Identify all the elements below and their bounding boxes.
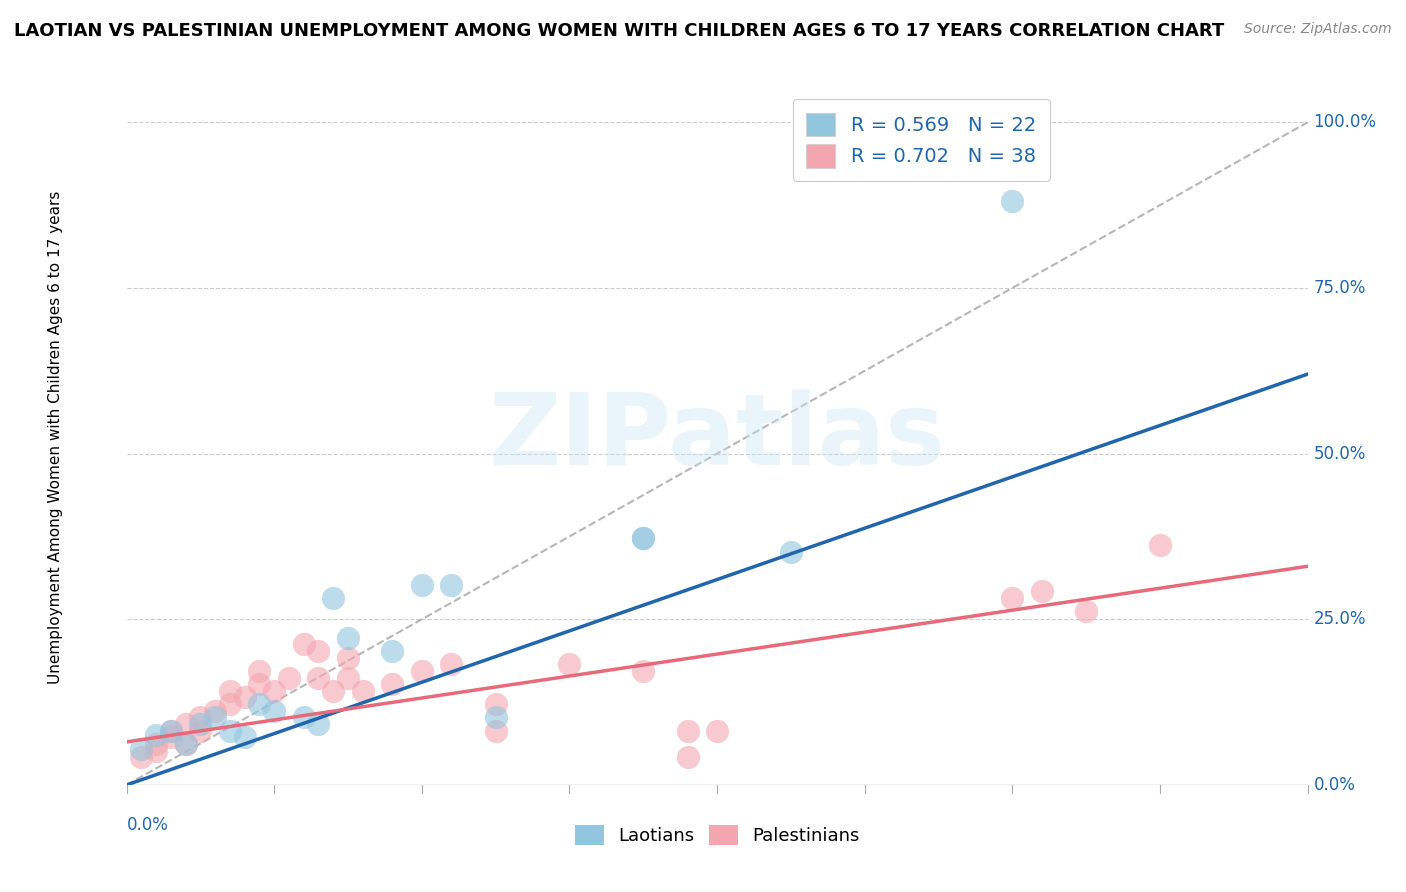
Point [145, 728, 167, 742]
Point [188, 710, 211, 724]
Point [337, 631, 360, 645]
Point [676, 750, 699, 764]
Point [204, 704, 226, 718]
Text: ZIPatlas: ZIPatlas [489, 389, 945, 485]
Point [263, 704, 285, 718]
Point [247, 664, 270, 678]
Point [411, 664, 433, 678]
Point [160, 731, 183, 745]
Point [145, 737, 167, 751]
Text: 75.0%: 75.0% [1313, 279, 1365, 297]
Point [160, 723, 183, 738]
Point [1031, 584, 1053, 599]
Point [174, 717, 197, 731]
Point [129, 741, 153, 756]
Point [1001, 194, 1024, 208]
Point [676, 723, 699, 738]
Point [633, 664, 655, 678]
Point [292, 638, 315, 652]
Point [278, 671, 301, 685]
Point [352, 684, 374, 698]
Point [1076, 604, 1098, 618]
Point [381, 677, 404, 691]
Point [188, 723, 211, 738]
Point [307, 717, 329, 731]
Text: 0.0%: 0.0% [1313, 776, 1355, 794]
Point [233, 731, 256, 745]
Text: 0.0%: 0.0% [127, 816, 169, 834]
Point [484, 697, 508, 711]
Point [219, 723, 242, 738]
Point [779, 545, 801, 559]
Point [440, 657, 463, 672]
Point [263, 684, 285, 698]
Point [204, 710, 226, 724]
Legend: Laotians, Palestinians: Laotians, Palestinians [568, 818, 866, 853]
Point [484, 710, 508, 724]
Point [292, 710, 315, 724]
Text: LAOTIAN VS PALESTINIAN UNEMPLOYMENT AMONG WOMEN WITH CHILDREN AGES 6 TO 17 YEARS: LAOTIAN VS PALESTINIAN UNEMPLOYMENT AMON… [14, 22, 1225, 40]
Point [322, 591, 344, 606]
Point [247, 677, 270, 691]
Point [337, 650, 360, 665]
Point [337, 671, 360, 685]
Point [440, 578, 463, 592]
Text: Source: ZipAtlas.com: Source: ZipAtlas.com [1244, 22, 1392, 37]
Point [219, 697, 242, 711]
Point [1001, 591, 1024, 606]
Point [188, 717, 211, 731]
Text: 25.0%: 25.0% [1313, 610, 1367, 628]
Text: Unemployment Among Women with Children Ages 6 to 17 years: Unemployment Among Women with Children A… [48, 190, 63, 684]
Point [558, 657, 581, 672]
Text: 50.0%: 50.0% [1313, 444, 1365, 463]
Point [233, 690, 256, 705]
Point [484, 723, 508, 738]
Text: 100.0%: 100.0% [1313, 113, 1376, 131]
Point [307, 671, 329, 685]
Point [247, 697, 270, 711]
Point [307, 644, 329, 658]
Point [322, 684, 344, 698]
Point [219, 684, 242, 698]
Point [160, 723, 183, 738]
Point [129, 750, 153, 764]
Point [633, 532, 655, 546]
Point [174, 737, 197, 751]
Point [633, 532, 655, 546]
Point [706, 723, 728, 738]
Point [174, 737, 197, 751]
Point [411, 578, 433, 592]
Point [145, 743, 167, 757]
Point [381, 644, 404, 658]
Point [1149, 538, 1171, 552]
